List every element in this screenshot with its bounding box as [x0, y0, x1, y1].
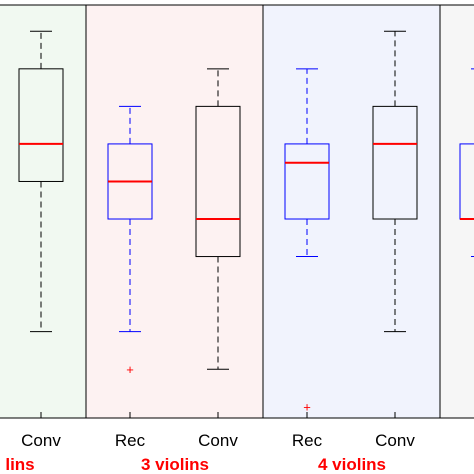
x-tick-label: Rec: [115, 431, 146, 450]
box: +: [107, 105, 153, 377]
box-body: [284, 143, 330, 220]
group-background: [440, 5, 474, 418]
group-backgrounds: [0, 5, 474, 418]
x-tick-label: Conv: [375, 431, 415, 450]
group-label: 4 violins: [318, 455, 386, 474]
x-tick-label: Conv: [198, 431, 238, 450]
group-label: lins: [5, 455, 34, 474]
box: [372, 30, 418, 333]
x-tick-label: Conv: [21, 431, 61, 450]
box-body: [459, 143, 474, 220]
box-series: + + +: [18, 30, 474, 415]
group-background: [263, 5, 440, 418]
box: +: [284, 68, 330, 415]
outlier-marker: +: [303, 400, 311, 415]
group-background: [86, 5, 263, 418]
box: +: [459, 68, 474, 258]
box-body: [18, 68, 64, 182]
box: [18, 30, 64, 333]
plot-axes: [0, 4, 474, 419]
group-background: [0, 5, 86, 418]
x-tick-label: Rec: [292, 431, 323, 450]
box: [195, 68, 241, 370]
group-label: 3 violins: [141, 455, 209, 474]
box-body: [195, 105, 241, 258]
outlier-marker: +: [126, 362, 134, 377]
box-body: [372, 105, 418, 220]
